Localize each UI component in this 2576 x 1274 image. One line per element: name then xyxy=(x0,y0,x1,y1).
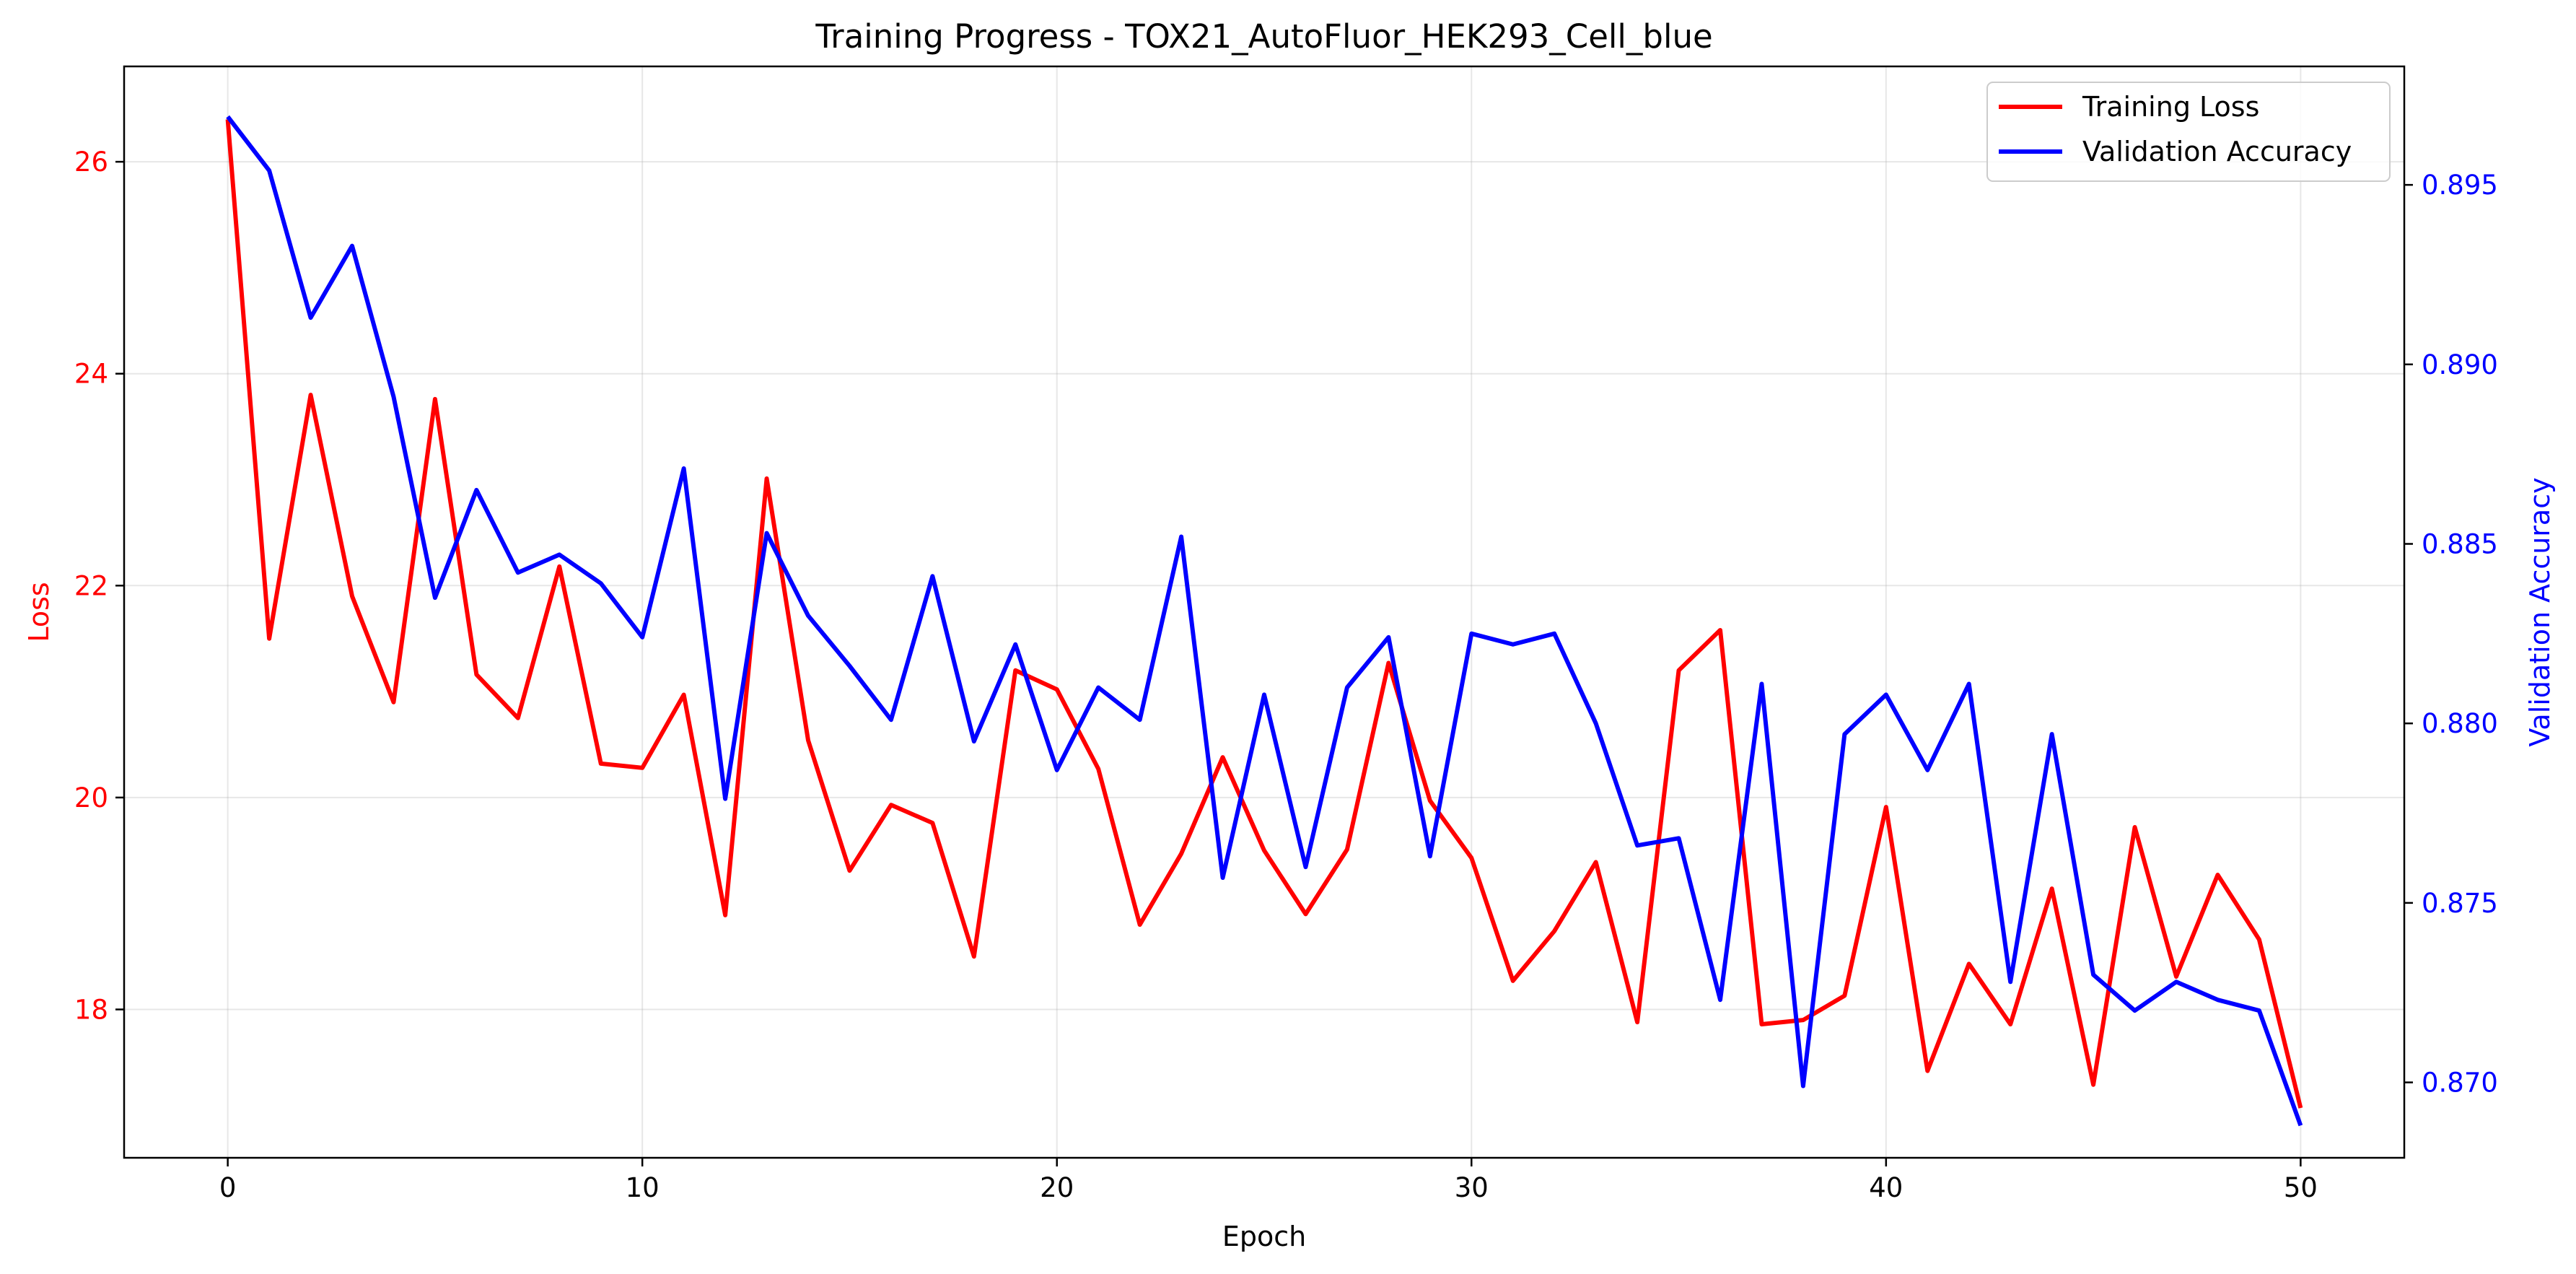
legend-label-validation-accuracy: Validation Accuracy xyxy=(2082,136,2352,167)
chart-title: Training Progress - TOX21_AutoFluor_HEK2… xyxy=(815,17,1712,56)
legend-label-training-loss: Training Loss xyxy=(2082,91,2259,123)
right-y-axis-label: Validation Accuracy xyxy=(2524,477,2556,746)
legend: Training Loss Validation Accuracy xyxy=(1986,82,2391,182)
left-y-tick-label: 22 xyxy=(74,570,108,601)
right-y-tick-label: 0.870 xyxy=(2422,1068,2498,1099)
series-line-training-loss xyxy=(225,119,2303,1109)
x-axis-ticks: 0 10 20 30 40 50 xyxy=(219,1158,2318,1203)
grid-lines xyxy=(124,66,2404,1158)
x-tick-label: 30 xyxy=(1455,1172,1489,1203)
right-y-tick-label: 0.875 xyxy=(2422,888,2498,919)
x-axis-label: Epoch xyxy=(1222,1221,1306,1252)
legend-box xyxy=(1986,82,2391,182)
left-y-tick-label: 20 xyxy=(74,782,108,813)
series-layer xyxy=(225,115,2303,1127)
series-line-validation-accuracy xyxy=(226,115,2303,1127)
left-y-axis-label: Loss xyxy=(23,582,55,642)
x-tick-label: 40 xyxy=(1869,1172,1903,1203)
x-tick-label: 10 xyxy=(626,1172,660,1203)
left-y-tick-label: 18 xyxy=(74,994,108,1025)
plot-frame xyxy=(123,65,2406,1159)
x-tick-label: 50 xyxy=(2284,1172,2318,1203)
left-y-tick-label: 24 xyxy=(74,359,108,390)
right-y-tick-label: 0.880 xyxy=(2422,708,2498,739)
right-y-tick-label: 0.885 xyxy=(2422,529,2498,560)
left-y-tick-label: 26 xyxy=(74,147,108,178)
left-y-axis-ticks: 18 20 22 24 26 xyxy=(74,147,124,1025)
x-tick-label: 20 xyxy=(1040,1172,1074,1203)
right-y-axis-ticks: 0.870 0.875 0.880 0.885 0.890 0.895 xyxy=(2404,170,2498,1099)
right-y-tick-label: 0.890 xyxy=(2422,349,2498,380)
x-tick-label: 0 xyxy=(219,1172,237,1203)
right-y-tick-label: 0.895 xyxy=(2422,170,2498,201)
